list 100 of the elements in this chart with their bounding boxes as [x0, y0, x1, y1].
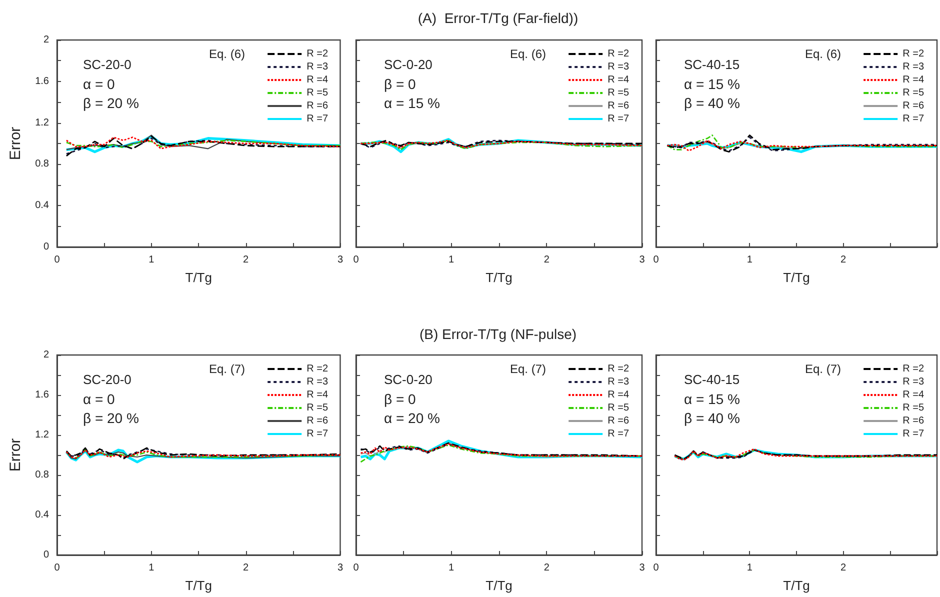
legend-label: R =6 [902, 100, 924, 112]
x-tick-label: 2 [243, 562, 250, 574]
y-tick-label: 0 [43, 550, 50, 560]
x-tick-label: 0 [653, 254, 660, 266]
x-tick-label: 0 [54, 562, 60, 574]
legend-title: Eq. (7) [804, 362, 842, 376]
legend-label: R =7 [306, 114, 328, 124]
annotation: α = 20 % [384, 410, 440, 426]
legend-label: R =6 [902, 416, 924, 426]
legend-label: R =6 [608, 100, 630, 112]
x-tick-label: 1 [448, 254, 455, 266]
legend-label: R =2 [902, 364, 924, 374]
legend-label: R =5 [902, 402, 924, 414]
legend-label: R =3 [902, 62, 924, 72]
legend-title: Eq. (6) [208, 47, 246, 61]
annotation: β = 20 % [83, 95, 139, 111]
x-axis-title: T/Tg [486, 270, 512, 285]
x-axis-title: T/Tg [486, 578, 512, 593]
legend-label: R =7 [608, 114, 630, 124]
legend-label: R =6 [306, 100, 328, 112]
x-axis-title: T/Tg [783, 270, 810, 285]
annotation: β = 40 % [684, 410, 740, 426]
chart-title: (A) Error-T/Tg (Far-field)) [418, 10, 578, 26]
x-tick-label: 0 [353, 254, 360, 266]
legend-label: R =4 [902, 74, 924, 86]
legend-label: R =3 [608, 376, 630, 388]
y-tick-label: 1.2 [35, 117, 50, 128]
x-tick-label: 3 [337, 562, 344, 574]
legend-label: R =2 [608, 364, 630, 374]
x-axis-title: T/Tg [185, 270, 212, 285]
legend-label: R =2 [902, 48, 924, 60]
legend-label: R =5 [608, 402, 630, 414]
y-tick-label: 0.8 [35, 470, 50, 480]
annotation: SC-40-15 [684, 57, 740, 72]
legend-label: R =7 [902, 114, 924, 124]
y-axis-title: Error [7, 438, 24, 472]
y-tick-label: 2 [43, 34, 50, 46]
x-tick-label: 1 [148, 562, 155, 574]
y-tick-label: 0.8 [35, 158, 50, 170]
x-tick-label: 0 [653, 562, 660, 574]
legend-label: R =6 [608, 416, 630, 426]
y-tick-label: 1.6 [35, 390, 50, 400]
legend-label: R =2 [306, 48, 328, 60]
legend-label: R =2 [306, 364, 328, 374]
legend-label: R =5 [608, 88, 630, 98]
y-tick-label: 1.2 [35, 430, 50, 440]
annotation: SC-0-20 [384, 57, 432, 72]
x-tick-label: 1 [746, 254, 753, 266]
legend-label: R =4 [306, 390, 328, 400]
legend-label: R =4 [902, 390, 924, 400]
legend-label: R =3 [306, 376, 328, 388]
annotation: SC-0-20 [384, 372, 432, 387]
annotation: β = 20 % [83, 410, 139, 426]
legend-label: R =3 [608, 62, 630, 72]
y-axis-title: Error [7, 126, 24, 160]
x-tick-label: 2 [544, 562, 550, 574]
legend-title: Eq. (6) [510, 47, 546, 61]
line-series [66, 140, 341, 148]
x-tick-label: 2 [840, 254, 847, 266]
legend-label: R =2 [608, 48, 630, 60]
y-tick-label: 1.6 [35, 76, 50, 87]
annotation: β = 0 [384, 391, 416, 407]
chart-title: (B) Error-T/Tg (NF-pulse) [419, 326, 577, 342]
x-tick-label: 0 [353, 562, 360, 574]
legend-label: R =7 [608, 428, 630, 440]
annotation: α = 15 % [384, 95, 440, 111]
x-axis-title: T/Tg [185, 578, 212, 593]
annotation: β = 0 [384, 76, 416, 92]
legend-label: R =7 [902, 428, 924, 440]
legend-label: R =5 [902, 88, 924, 98]
legend-label: R =5 [306, 88, 328, 98]
legend-title: Eq. (7) [510, 362, 546, 376]
x-tick-label: 1 [148, 254, 155, 266]
legend-title: Eq. (6) [804, 47, 842, 61]
legend-label: R =6 [306, 416, 328, 426]
x-tick-label: 1 [448, 562, 455, 574]
x-axis-title: T/Tg [783, 578, 810, 593]
y-tick-label: 0.4 [35, 510, 50, 520]
annotation: α = 15 % [684, 391, 740, 407]
x-tick-label: 3 [639, 562, 646, 574]
y-tick-label: 0.4 [35, 200, 50, 212]
x-tick-label: 0 [54, 254, 60, 266]
annotation: β = 40 % [684, 95, 740, 111]
x-tick-label: 2 [840, 562, 847, 574]
y-tick-label: 2 [43, 350, 50, 360]
legend-label: R =7 [306, 428, 328, 440]
legend-label: R =5 [306, 402, 328, 414]
annotation: SC-20-0 [83, 57, 132, 72]
y-tick-label: 0 [43, 242, 50, 252]
annotation: α = 0 [83, 76, 116, 92]
annotation: α = 0 [83, 391, 116, 407]
legend-label: R =3 [306, 62, 328, 72]
x-tick-label: 3 [639, 254, 646, 266]
annotation: SC-20-0 [83, 372, 132, 387]
legend-label: R =4 [608, 74, 630, 86]
annotation: SC-40-15 [684, 372, 740, 387]
legend-label: R =3 [902, 376, 924, 388]
x-tick-label: 2 [544, 254, 550, 266]
annotation: α = 15 % [684, 76, 740, 92]
x-tick-label: 2 [243, 254, 250, 266]
